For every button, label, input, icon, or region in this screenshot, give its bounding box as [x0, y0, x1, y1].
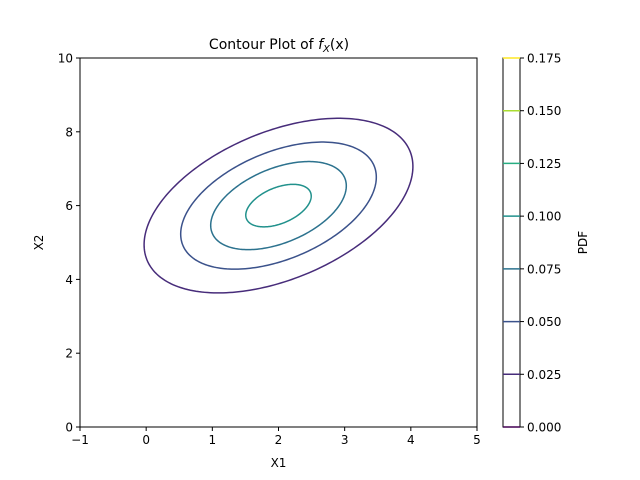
x-axis: −1 0 1 2 3 4 5 [71, 427, 481, 447]
contour-level-line [209, 160, 348, 251]
x-tick-label: 0 [142, 433, 150, 447]
contour-level-line [143, 117, 414, 294]
chart-title-f: f [318, 37, 325, 53]
y-tick-label: 0 [65, 421, 73, 435]
colorbar-tick-label: 0.100 [527, 210, 561, 224]
colorbar-tick-label: 0.000 [527, 421, 561, 435]
y-tick-label: 6 [65, 199, 73, 213]
x-tick-label: 2 [275, 433, 283, 447]
y-axis: 0 2 4 6 8 10 [58, 52, 80, 435]
chart-title-arg: (x) [330, 37, 349, 53]
colorbar-title: PDF [576, 231, 590, 254]
colorbar: 0.000 0.025 0.050 0.075 0.100 0.125 0.150 0.175… [502, 52, 590, 435]
colorbar-ticks: 0.000 0.025 0.050 0.075 0.100 0.125 0.150 0.175 [520, 52, 561, 435]
y-axis-title: X2 [32, 235, 46, 251]
x-axis-title: X1 [271, 456, 287, 470]
x-tick-label: 1 [209, 433, 217, 447]
colorbar-tick-label: 0.125 [527, 157, 561, 171]
colorbar-tick-label: 0.075 [527, 262, 561, 276]
contour-level-line [179, 141, 378, 270]
x-tick-label: 4 [407, 433, 415, 447]
y-tick-label: 2 [65, 347, 73, 361]
colorbar-tick-label: 0.025 [527, 368, 561, 382]
x-tick-label: −1 [71, 433, 89, 447]
x-tick-label: 3 [341, 433, 349, 447]
plot-frame [79, 57, 478, 428]
y-tick-label: 8 [65, 125, 73, 139]
chart-title-prefix: Contour Plot of [209, 37, 318, 53]
y-tick-label: 10 [58, 52, 73, 66]
plot-area [79, 57, 478, 428]
contour-level-line [245, 183, 312, 228]
chart-title-sub: X [322, 44, 331, 55]
colorbar-level-lines [503, 57, 520, 428]
colorbar-tick-label: 0.150 [527, 104, 561, 118]
y-tick-label: 4 [65, 273, 73, 287]
colorbar-tick-label: 0.175 [527, 52, 561, 66]
x-tick-label: 5 [473, 433, 481, 447]
colorbar-tick-label: 0.050 [527, 315, 561, 329]
contour-lines [143, 117, 414, 294]
chart-title: Contour Plot of fX(x) [209, 37, 349, 55]
colorbar-frame [502, 57, 521, 428]
